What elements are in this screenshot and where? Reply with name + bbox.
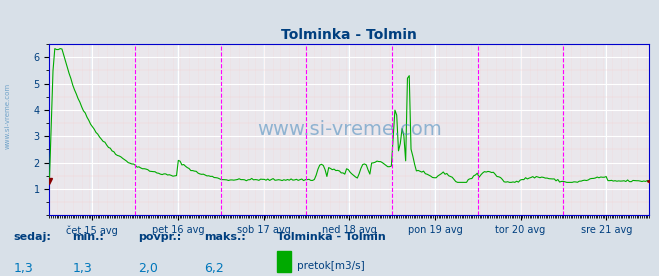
Text: 6,2: 6,2 [204, 262, 224, 275]
Text: maks.:: maks.: [204, 232, 246, 242]
Text: sedaj:: sedaj: [13, 232, 51, 242]
Text: pretok[m3/s]: pretok[m3/s] [297, 261, 364, 270]
Text: www.si-vreme.com: www.si-vreme.com [257, 120, 442, 139]
Text: povpr.:: povpr.: [138, 232, 182, 242]
Text: Tolminka - Tolmin: Tolminka - Tolmin [277, 232, 386, 242]
Text: min.:: min.: [72, 232, 104, 242]
Bar [277, 251, 291, 272]
Text: 2,0: 2,0 [138, 262, 158, 275]
Text: www.si-vreme.com: www.si-vreme.com [5, 83, 11, 149]
Text: 1,3: 1,3 [72, 262, 92, 275]
Title: Tolminka - Tolmin: Tolminka - Tolmin [281, 28, 417, 42]
Text: 1,3: 1,3 [13, 262, 33, 275]
